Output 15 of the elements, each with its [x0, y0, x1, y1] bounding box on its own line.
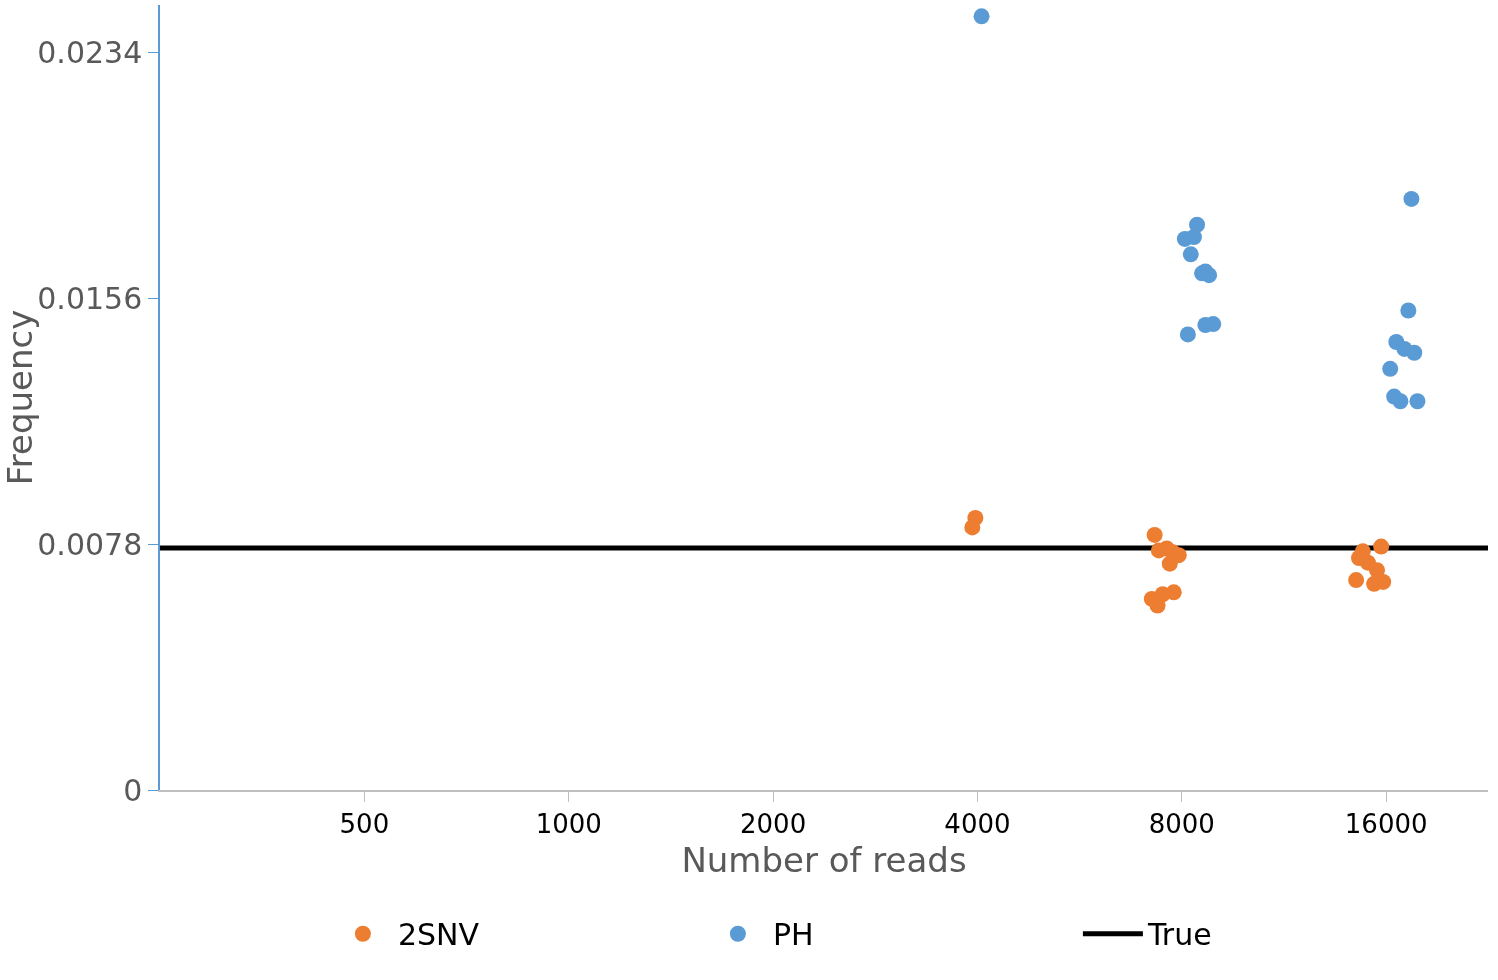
- y-tick-label: 0: [123, 772, 143, 808]
- legend-label: True: [1146, 917, 1212, 953]
- y-tick-label: 0.0156: [37, 280, 143, 316]
- x-axis-title: Number of reads: [681, 839, 967, 880]
- x-tick-label: 500: [339, 808, 390, 839]
- y-axis-title: Frequency: [0, 309, 40, 486]
- x-tick-label: 4000: [944, 808, 1011, 839]
- y-tick-label: 0.0234: [37, 34, 143, 70]
- legend-label: 2SNV: [397, 917, 480, 953]
- x-tick-label: 2000: [740, 808, 807, 839]
- x-tick-label: 8000: [1148, 808, 1215, 839]
- legend-label: PH: [772, 917, 814, 953]
- x-tick-label: 1000: [535, 808, 602, 839]
- x-tick-label: 16000: [1344, 808, 1428, 839]
- y-tick-label: 0.0078: [37, 526, 143, 562]
